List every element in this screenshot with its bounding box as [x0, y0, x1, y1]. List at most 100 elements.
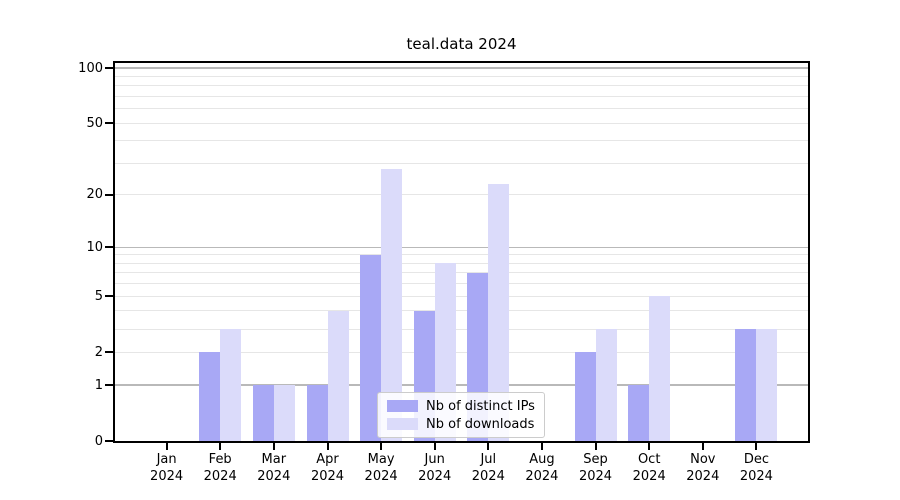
month-label: Mar — [261, 452, 287, 467]
x-tick — [648, 443, 651, 450]
x-tick-label: Sep 2024 — [560, 451, 632, 485]
gridline-minor — [115, 122, 808, 124]
y-tick-label: 0 — [94, 433, 103, 449]
bar-apr-distinct-ips — [306, 385, 328, 441]
gridline-minor — [115, 163, 808, 164]
x-tick-label: Jul 2024 — [452, 451, 524, 485]
y-tick-label: 50 — [86, 115, 103, 131]
gridline-minor — [115, 254, 808, 256]
year-label: 2024 — [525, 469, 559, 484]
legend-label-downloads: Nb of downloads — [426, 416, 535, 432]
year-label: 2024 — [739, 469, 773, 484]
x-tick — [755, 443, 758, 450]
bar-feb-downloads — [220, 329, 242, 441]
x-tick — [433, 443, 436, 450]
x-tick-label: Dec 2024 — [720, 451, 792, 485]
month-label: Sep — [583, 452, 608, 467]
x-tick-label: Jun 2024 — [399, 451, 471, 485]
y-tick — [105, 384, 113, 386]
y-tick — [105, 440, 113, 442]
x-tick — [272, 443, 275, 450]
month-label: Dec — [743, 452, 769, 467]
x-tick-label: Apr 2024 — [292, 451, 364, 485]
x-tick — [487, 443, 490, 450]
year-label: 2024 — [150, 469, 184, 484]
chart-title: teal.data 2024 — [406, 35, 517, 53]
x-tick — [326, 443, 329, 450]
year-label: 2024 — [632, 469, 666, 484]
gridline-minor — [115, 75, 808, 77]
x-tick-label: Nov 2024 — [667, 451, 739, 485]
y-tick-label: 20 — [86, 187, 103, 203]
bar-jul-downloads — [488, 184, 510, 441]
year-label: 2024 — [471, 469, 505, 484]
x-tick-label: Mar 2024 — [238, 451, 310, 485]
gridline-major — [115, 67, 808, 69]
gridline-minor — [115, 140, 808, 142]
gridline-minor — [115, 351, 808, 353]
bar-may-distinct-ips — [360, 254, 382, 441]
y-tick — [105, 193, 113, 196]
legend: Nb of distinct IPs Nb of downloads — [377, 392, 545, 438]
bar-sep-distinct-ips — [574, 352, 596, 441]
legend-swatch-downloads — [387, 418, 418, 430]
bar-oct-distinct-ips — [628, 385, 650, 441]
y-tick-label: 5 — [94, 288, 103, 304]
year-label: 2024 — [578, 469, 613, 484]
month-label: Aug — [529, 452, 555, 467]
year-label: 2024 — [686, 469, 720, 484]
bar-oct-downloads — [649, 296, 671, 441]
x-tick — [380, 443, 383, 450]
x-tick-label: Aug 2024 — [506, 451, 578, 485]
gridline-minor — [115, 108, 808, 110]
x-tick-label: Jan 2024 — [131, 451, 203, 485]
month-label: Jun — [424, 452, 445, 467]
grid-layer — [113, 61, 810, 443]
bar-dec-distinct-ips — [735, 329, 757, 441]
y-tick-label: 2 — [94, 344, 103, 360]
y-tick — [105, 67, 113, 69]
bar-feb-distinct-ips — [199, 352, 221, 441]
gridline-minor — [115, 295, 808, 297]
x-tick — [701, 443, 704, 450]
y-tick-label: 10 — [86, 239, 103, 255]
y-tick — [105, 295, 113, 298]
month-label: Jan — [156, 452, 177, 467]
month-label: Oct — [637, 452, 661, 467]
gridline-minor — [115, 96, 808, 97]
x-tick — [594, 443, 597, 450]
gridline-minor — [115, 85, 808, 87]
gridline-minor — [115, 310, 808, 312]
year-label: 2024 — [364, 469, 398, 484]
bar-mar-downloads — [273, 385, 295, 441]
gridline-major — [115, 246, 808, 248]
bar-may-downloads — [381, 168, 403, 441]
bar-dec-downloads — [756, 329, 778, 441]
x-tick — [540, 443, 543, 450]
bar-apr-downloads — [327, 310, 349, 441]
y-tick — [105, 246, 113, 249]
y-tick-label: 1 — [94, 377, 103, 393]
x-tick-label: May 2024 — [345, 451, 417, 485]
year-label: 2024 — [257, 469, 291, 484]
month-label: Jul — [480, 452, 497, 467]
plot-frame — [113, 61, 810, 443]
month-label: May — [367, 452, 395, 467]
gridline-minor — [115, 194, 808, 196]
y-tick — [105, 351, 113, 354]
bar-sep-downloads — [595, 329, 617, 441]
bar-mar-distinct-ips — [252, 385, 274, 441]
y-tick — [105, 122, 113, 125]
plot-area: Nb of distinct IPs Nb of downloads — [113, 61, 810, 443]
legend-item-downloads: Nb of downloads — [387, 415, 534, 433]
gridline-minor — [115, 262, 808, 264]
gridline-minor — [115, 272, 808, 274]
year-label: 2024 — [310, 469, 345, 484]
x-tick-label: Oct 2024 — [613, 451, 685, 485]
x-tick-label: Feb 2024 — [184, 451, 256, 485]
year-label: 2024 — [203, 469, 237, 484]
legend-swatch-distinct-ips — [387, 400, 418, 412]
gridline-major — [115, 384, 808, 386]
month-label: Feb — [208, 452, 232, 467]
